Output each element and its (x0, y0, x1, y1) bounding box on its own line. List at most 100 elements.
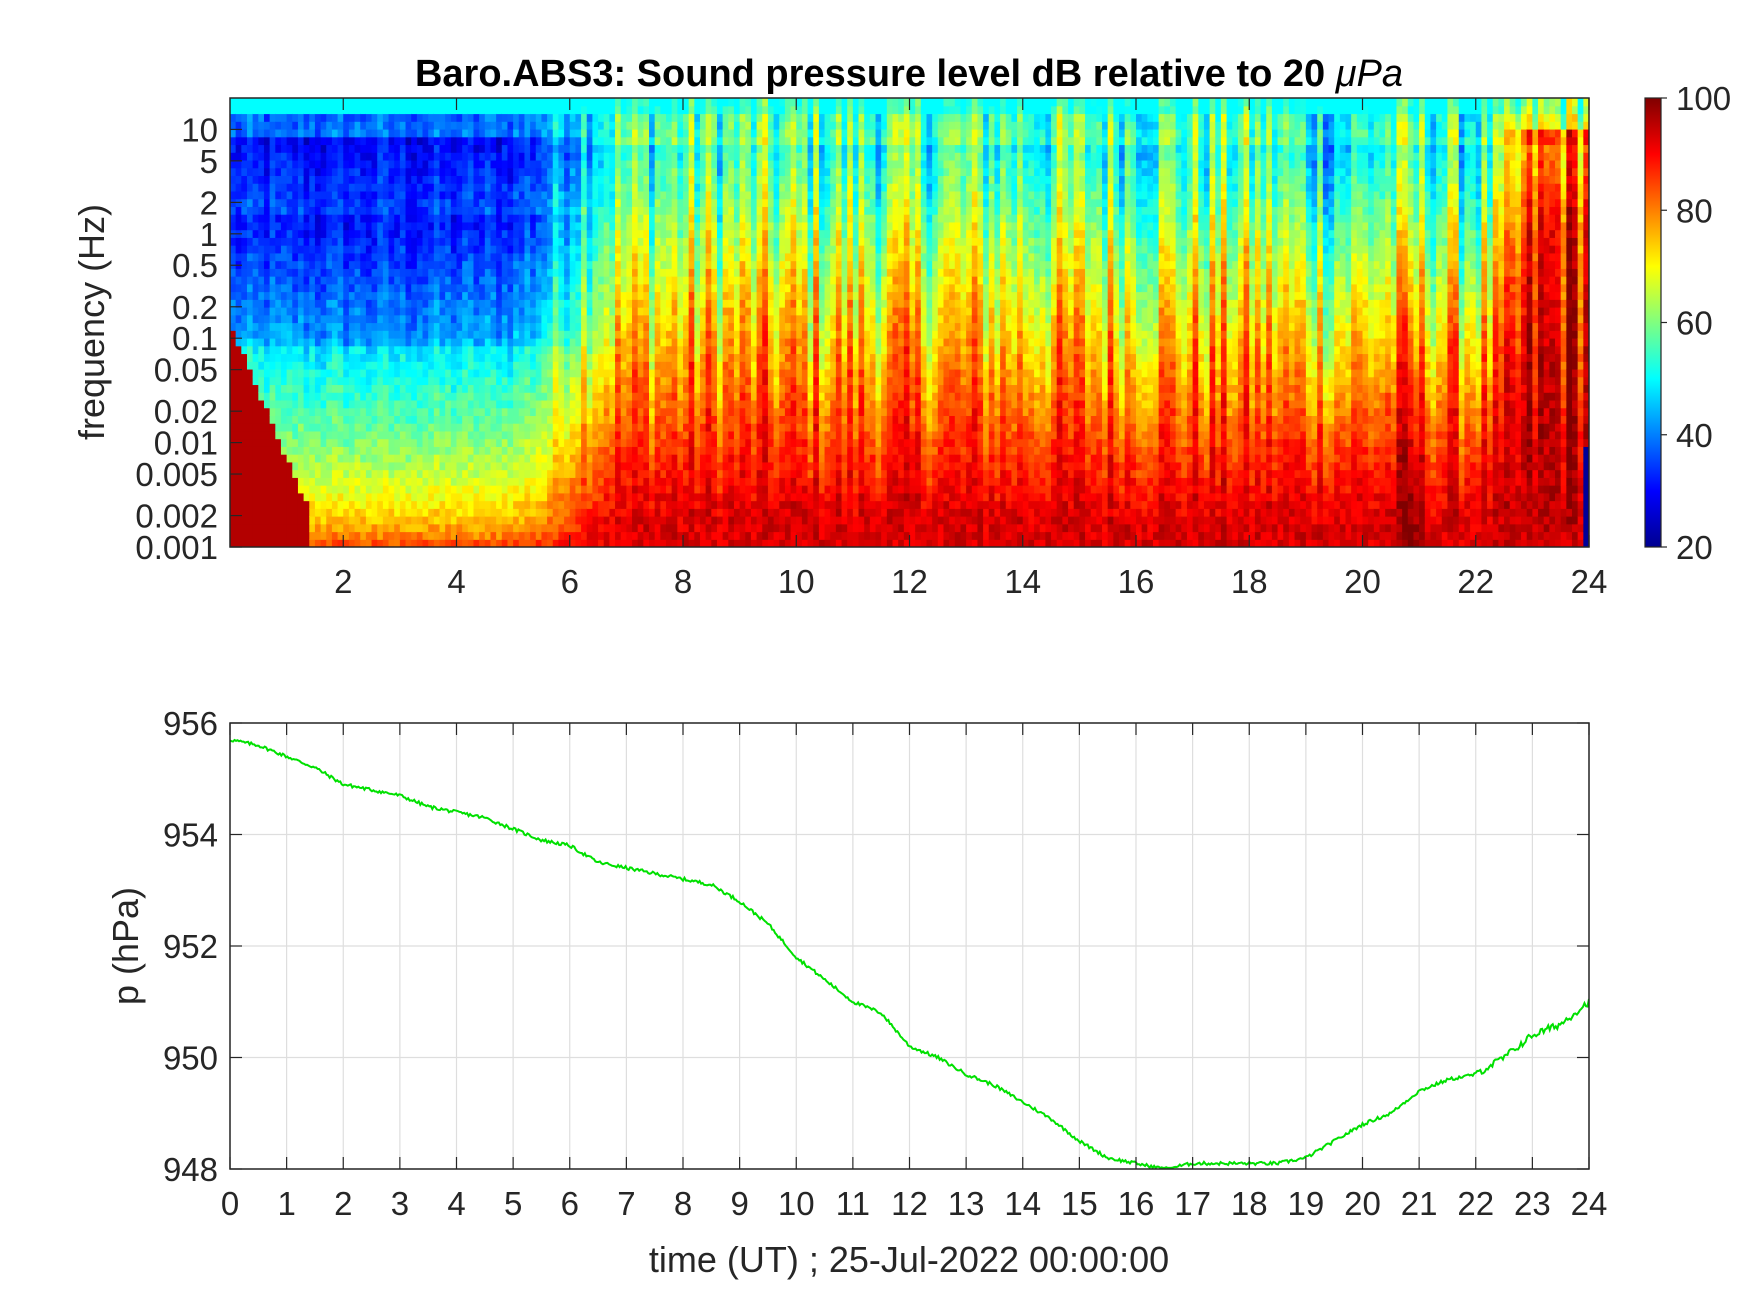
spectrogram-cell (246, 399, 254, 409)
spectrogram-cell (513, 485, 520, 494)
spectrogram-cell (331, 454, 339, 463)
spectrogram-cell (643, 229, 650, 238)
spectrogram-cell (518, 113, 526, 122)
spectrogram-cell (428, 438, 435, 447)
spectrogram-cell (405, 113, 412, 122)
spectrogram-cell (654, 206, 661, 215)
spectrogram-cell (592, 353, 599, 362)
spectrogram-cell (620, 229, 627, 238)
spectrogram-cell (592, 345, 599, 355)
spectrogram-cell (496, 477, 503, 486)
spectrogram-cell (671, 407, 678, 416)
spectrogram-cell (575, 252, 582, 262)
spectrogram-cell (683, 291, 690, 300)
spectrogram-cell (552, 446, 560, 455)
spectrogram-cell (524, 500, 531, 509)
spectrogram-cell (280, 353, 288, 362)
spectrogram-cell (683, 183, 690, 192)
spectrogram-cell (348, 337, 356, 347)
spectrogram-cell (462, 113, 469, 122)
spectrogram-cell (263, 399, 271, 409)
spectrogram-cell (592, 252, 599, 262)
spectrogram-cell (473, 229, 480, 238)
spectrogram-cell (269, 260, 276, 269)
spectrogram-cell (275, 245, 282, 254)
spectrogram-cell (694, 190, 701, 200)
spectrogram-cell (445, 469, 452, 478)
spectrogram-cell (501, 392, 509, 401)
spectrogram-cell (473, 291, 480, 300)
spectrogram-cell (263, 291, 271, 300)
spectrogram-cell (620, 337, 627, 347)
spectrogram-cell (518, 539, 526, 547)
spectrogram-cell (320, 446, 327, 455)
spectrogram-cell (439, 183, 446, 192)
spectrogram-cell (615, 516, 622, 525)
spectrogram-cell (348, 159, 356, 169)
spectrogram-cell (235, 214, 242, 223)
spectrogram-cell (411, 105, 418, 115)
spectrogram-cell (399, 392, 407, 401)
spectrogram-cell (501, 252, 509, 262)
spectrogram-cell (535, 430, 543, 440)
spectrogram-cell (620, 392, 627, 401)
spectrogram-cell (603, 121, 610, 130)
spectrogram-cell (575, 485, 582, 494)
spectrogram-cell (671, 353, 678, 362)
spectrogram-cell (547, 167, 554, 177)
spectrogram-cell (252, 469, 259, 478)
spectrogram-cell (337, 128, 344, 138)
spectrogram-cell (615, 175, 622, 184)
spectrogram-cell (371, 183, 378, 192)
spectrogram-cell (360, 190, 367, 200)
spectrogram-cell (258, 190, 265, 200)
spectrogram-cell (564, 337, 571, 347)
spectrogram-cell (230, 384, 237, 393)
spectrogram-cell (581, 523, 588, 533)
spectrogram-cell (365, 144, 373, 153)
spectrogram-cell (603, 291, 610, 300)
spectrogram-cell (609, 361, 616, 370)
spectrogram-cell (507, 461, 514, 471)
spectrogram (230, 98, 1589, 547)
spectrogram-cell (439, 299, 446, 308)
spectrogram-cell (258, 221, 265, 231)
spectrogram-cell (654, 516, 661, 525)
spectrogram-cell (246, 539, 254, 547)
spectrogram-cell (496, 237, 503, 246)
spectrogram-cell (479, 136, 486, 146)
spectrogram-cell (575, 492, 582, 502)
spectrogram-cell (343, 337, 350, 347)
spectrogram-cell (603, 214, 610, 223)
spectrogram-cell (428, 314, 435, 324)
spectrogram-cell (348, 415, 356, 424)
spectrogram-cell (303, 454, 310, 463)
spectrogram-cell (230, 399, 237, 409)
spectrogram-cell (581, 276, 588, 285)
spectrogram-cell (518, 175, 526, 184)
spectrogram-cell (314, 368, 322, 378)
spectrogram-cell (524, 198, 531, 207)
spectrogram-cell (666, 260, 673, 269)
spectrogram-cell (246, 345, 254, 355)
spectrogram-cell (541, 167, 548, 177)
spectrogram-cell (377, 276, 384, 285)
spectrogram-cell (405, 214, 412, 223)
spectrogram-cell (309, 485, 316, 494)
spectrogram-cell (246, 361, 254, 370)
spectrogram-cell (484, 384, 492, 393)
spectrogram-cell (416, 523, 424, 533)
spectrogram-cell (524, 407, 531, 416)
spectrogram-cell (626, 121, 633, 130)
spectrogram-cell (326, 492, 333, 502)
spectrogram-cell (230, 454, 237, 463)
spectrogram-cell (337, 175, 344, 184)
spectrogram-cell (654, 198, 661, 207)
spectrogram-cell (711, 268, 718, 277)
spectrogram-cell (490, 330, 497, 339)
spectrogram-cell (303, 523, 310, 533)
spectrogram-cell (711, 113, 718, 122)
spectrogram-cell (711, 430, 718, 440)
spectrogram-cell (422, 330, 429, 339)
spectrogram-cell (365, 190, 373, 200)
